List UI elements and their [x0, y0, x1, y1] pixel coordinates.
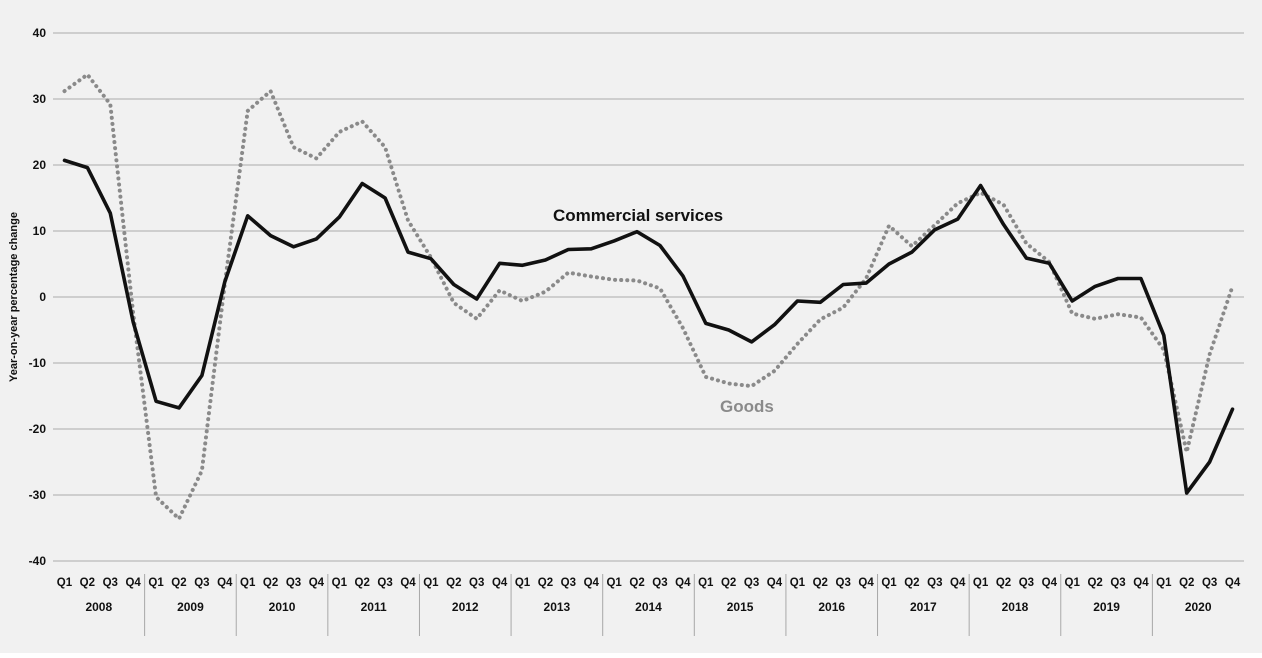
year-tick-label: 2019 [1093, 600, 1120, 614]
quarter-tick-label: Q1 [148, 577, 164, 589]
quarter-tick-label: Q2 [171, 577, 186, 589]
year-tick-label: 2008 [85, 600, 112, 614]
quarter-tick-label: Q3 [1202, 577, 1217, 589]
quarter-tick-label: Q1 [973, 577, 989, 589]
quarter-tick-label: Q1 [423, 577, 439, 589]
y-axis-label: Year-on-year percentage change [8, 212, 20, 382]
quarter-tick-label: Q2 [355, 577, 370, 589]
commercial-services-label: Commercial services [553, 206, 723, 225]
year-tick-label: 2011 [361, 600, 387, 614]
quarter-tick-label: Q4 [400, 577, 416, 589]
quarter-tick-label: Q3 [927, 577, 942, 589]
quarter-tick-label: Q2 [263, 577, 278, 589]
quarter-tick-label: Q2 [996, 577, 1011, 589]
quarter-tick-label: Q3 [561, 577, 576, 589]
gridlines [53, 32, 1244, 562]
quarter-tick-label: Q2 [904, 577, 919, 589]
quarter-tick-label: Q1 [332, 577, 348, 589]
quarter-tick-label: Q4 [309, 577, 325, 589]
quarter-tick-label: Q4 [1225, 577, 1241, 589]
quarter-tick-label: Q4 [492, 577, 508, 589]
quarter-tick-label: Q3 [469, 577, 484, 589]
quarter-tick-label: Q2 [629, 577, 644, 589]
quarter-tick-label: Q3 [744, 577, 759, 589]
year-tick-label: 2013 [544, 600, 571, 614]
year-tick-label: 2014 [635, 600, 662, 614]
quarter-tick-label: Q3 [286, 577, 301, 589]
quarter-tick-label: Q3 [652, 577, 667, 589]
year-tick-label: 2017 [910, 600, 937, 614]
quarter-tick-label: Q4 [675, 577, 691, 589]
year-tick-label: 2015 [727, 600, 754, 614]
y-tick-label: -40 [29, 554, 47, 568]
quarter-tick-label: Q4 [1042, 577, 1058, 589]
quarter-tick-label: Q1 [698, 577, 714, 589]
year-tick-label: 2009 [177, 600, 204, 614]
quarter-tick-label: Q1 [240, 577, 256, 589]
goods-label: Goods [720, 397, 774, 416]
quarter-tick-label: Q2 [1087, 577, 1102, 589]
quarter-tick-label: Q1 [1156, 577, 1172, 589]
quarter-tick-label: Q3 [377, 577, 392, 589]
quarter-tick-label: Q2 [1179, 577, 1194, 589]
quarter-tick-label: Q3 [1110, 577, 1125, 589]
y-tick-label: 20 [33, 158, 47, 172]
year-tick-label: 2020 [1185, 600, 1212, 614]
quarter-tick-label: Q1 [790, 577, 806, 589]
y-tick-label: -30 [29, 488, 47, 502]
quarter-tick-label: Q3 [1019, 577, 1034, 589]
quarter-tick-label: Q4 [217, 577, 233, 589]
y-tick-label: 0 [39, 290, 46, 304]
quarter-tick-label: Q2 [538, 577, 553, 589]
year-tick-label: 2012 [452, 600, 479, 614]
y-tick-label: -20 [29, 422, 47, 436]
y-tick-label: 40 [33, 26, 47, 40]
quarter-tick-label: Q1 [1065, 577, 1081, 589]
quarter-tick-label: Q1 [606, 577, 622, 589]
quarter-tick-label: Q4 [858, 577, 874, 589]
y-axis-ticks: -40 -30 -20 -10 0 10 20 30 40 [29, 26, 47, 568]
x-axis: Q1 Q2 Q3 Q4 2008 Q1 Q2 Q3 Q4 2009 Q1 Q2 Q3 Q4 2010 Q1 Q2… [57, 574, 1241, 636]
quarter-tick-label: Q2 [80, 577, 95, 589]
y-tick-label: 10 [33, 224, 47, 238]
quarter-tick-label: Q1 [57, 577, 73, 589]
quarter-tick-label: Q1 [515, 577, 531, 589]
quarter-tick-label: Q4 [767, 577, 783, 589]
commercial-services-line [62, 158, 1235, 495]
quarter-tick-label: Q1 [881, 577, 897, 589]
quarter-tick-label: Q4 [584, 577, 600, 589]
quarter-tick-label: Q2 [813, 577, 828, 589]
quarter-tick-label: Q3 [194, 577, 209, 589]
quarter-tick-label: Q4 [950, 577, 966, 589]
series-lines [62, 72, 1235, 521]
year-tick-label: 2016 [818, 600, 845, 614]
year-tick-label: 2018 [1002, 600, 1029, 614]
quarter-tick-label: Q3 [103, 577, 118, 589]
quarter-tick-label: Q4 [125, 577, 141, 589]
series-labels: Commercial services Goods [553, 206, 774, 416]
y-tick-label: 30 [33, 92, 47, 106]
quarter-tick-label: Q2 [446, 577, 461, 589]
quarter-tick-label: Q3 [836, 577, 851, 589]
quarter-tick-label: Q4 [1133, 577, 1149, 589]
y-tick-label: -10 [29, 356, 47, 370]
year-tick-label: 2010 [269, 600, 296, 614]
quarter-tick-label: Q2 [721, 577, 736, 589]
